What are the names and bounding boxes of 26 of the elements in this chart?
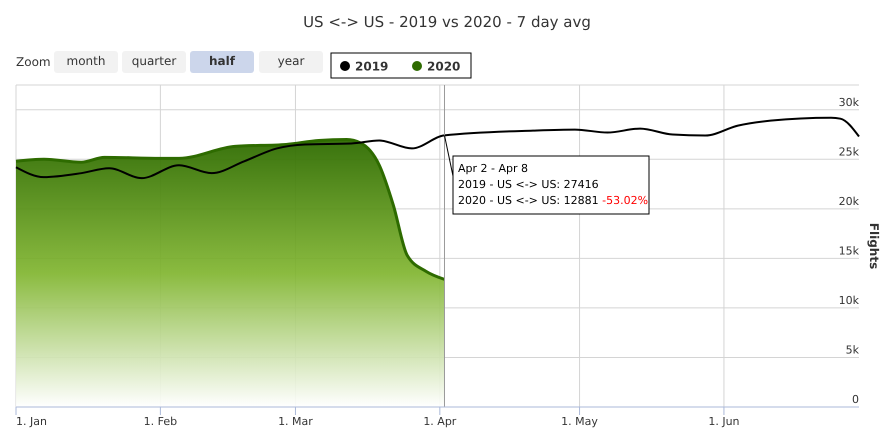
annotation: 2019 - US <-> US: 27416 <box>458 178 599 191</box>
y-tick-label: 10k <box>838 294 860 307</box>
x-tick-label: 1. May <box>561 415 598 428</box>
y-tick-label: 30k <box>838 96 860 109</box>
chart-title: US <-> US - 2019 vs 2020 - 7 day avg <box>303 13 591 31</box>
x-tick-label: 1. Apr <box>423 415 457 428</box>
y-tick-label: 15k <box>838 244 860 258</box>
legend-label: 2020 <box>427 60 460 74</box>
y-tick-label: 25k <box>838 145 860 158</box>
zoom-button: quarter <box>122 51 186 73</box>
zoom-button: month <box>54 51 118 73</box>
annotation: -53.02% <box>602 194 648 207</box>
y-tick-label: 0 <box>852 393 859 406</box>
annotation: Apr 2 - Apr 8 <box>458 162 528 175</box>
legend-label: 2019 <box>355 60 388 74</box>
zoom-button: half <box>190 51 254 73</box>
x-tick-label: 1. Jun <box>708 415 740 428</box>
x-tick-label: 1. Feb <box>144 415 178 428</box>
x-tick-label: 1. Mar <box>278 415 314 428</box>
annotation: 2020 - US <-> US: 12881 <box>458 194 599 207</box>
x-tick-label: 1. Jan <box>16 415 47 428</box>
y-axis-title: Flights <box>867 222 881 270</box>
y-tick-label: 20k <box>838 194 860 208</box>
text: Zoom <box>16 55 51 69</box>
y-tick-label: 5k <box>846 343 860 356</box>
zoom-button: year <box>259 51 323 73</box>
